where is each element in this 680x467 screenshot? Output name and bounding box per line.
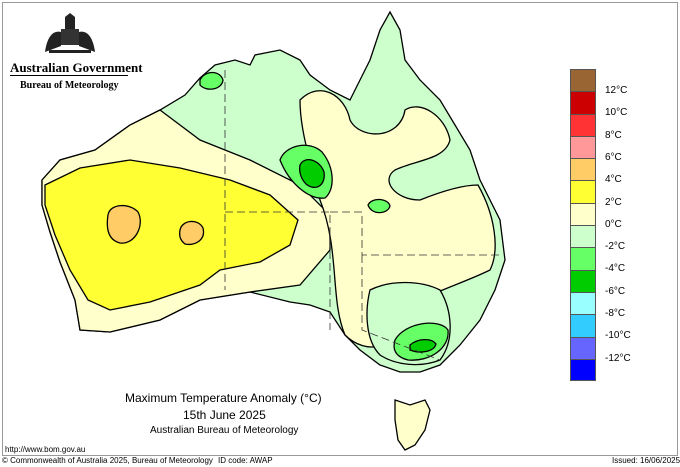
map-source: Australian Bureau of Meteorology <box>150 425 299 436</box>
copyright: © Commonwealth of Australia 2025, Bureau… <box>2 456 213 465</box>
coat-of-arms-logo <box>10 12 130 62</box>
legend-swatch <box>570 291 596 315</box>
west-warm-region <box>44 159 299 311</box>
legend-label: -12°C <box>605 352 631 364</box>
state-borders <box>224 70 500 361</box>
legend-label: -8°C <box>605 308 626 319</box>
legend-swatch <box>570 225 596 248</box>
government-title: Australian Government <box>10 60 143 75</box>
map-title: Maximum Temperature Anomaly (°C) <box>125 391 322 405</box>
qld-cold-spot <box>367 198 391 214</box>
legend-label: 8°C <box>605 129 622 141</box>
legend-swatch <box>570 336 596 359</box>
id-code: ID code: AWAP <box>218 456 273 465</box>
legend-swatch <box>570 69 596 92</box>
header-divider <box>10 75 128 76</box>
issued-date: Issued: 16/06/2025 <box>612 456 680 465</box>
legend-swatch <box>570 202 596 226</box>
map-date: 15th June 2025 <box>183 408 266 422</box>
legend-label: -2°C <box>605 241 626 253</box>
legend-label: 12°C <box>605 85 628 96</box>
southeast-coldest-spot <box>409 338 437 353</box>
legend-swatch <box>570 135 596 159</box>
legend-swatch <box>570 180 596 203</box>
legend-swatch <box>570 358 596 382</box>
legend-label: -4°C <box>605 263 626 275</box>
central-coldest-spot <box>299 159 325 188</box>
legend-swatch <box>570 247 596 270</box>
legend-swatch <box>570 91 596 114</box>
tasmania <box>394 399 431 451</box>
west-hot-spot-1 <box>106 204 141 244</box>
legend-swatch <box>570 113 596 136</box>
legend-swatch <box>570 269 596 292</box>
map-frame <box>2 2 678 456</box>
legend-label: 2°C <box>605 196 622 208</box>
north-cold-spot <box>199 71 224 90</box>
west-hot-spot-2 <box>179 220 205 246</box>
legend-swatch <box>570 158 596 181</box>
legend-label: 10°C <box>605 107 628 119</box>
color-legend: 12°C 10°C 8°C 6°C 4°C 2°C 0°C -2°C -4°C -6°C -8°C -… <box>570 69 631 382</box>
legend-label: 6°C <box>605 151 622 163</box>
north-zero-region <box>299 90 496 348</box>
legend-label: -6°C <box>605 285 626 297</box>
bom-url-link[interactable]: http://www.bom.gov.au <box>5 445 86 454</box>
legend-label: 0°C <box>605 218 622 230</box>
bureau-title: Bureau of Meteorology <box>20 80 119 91</box>
legend-swatch <box>570 314 596 337</box>
legend-label: -10°C <box>605 330 631 342</box>
legend-label: 4°C <box>605 174 622 186</box>
